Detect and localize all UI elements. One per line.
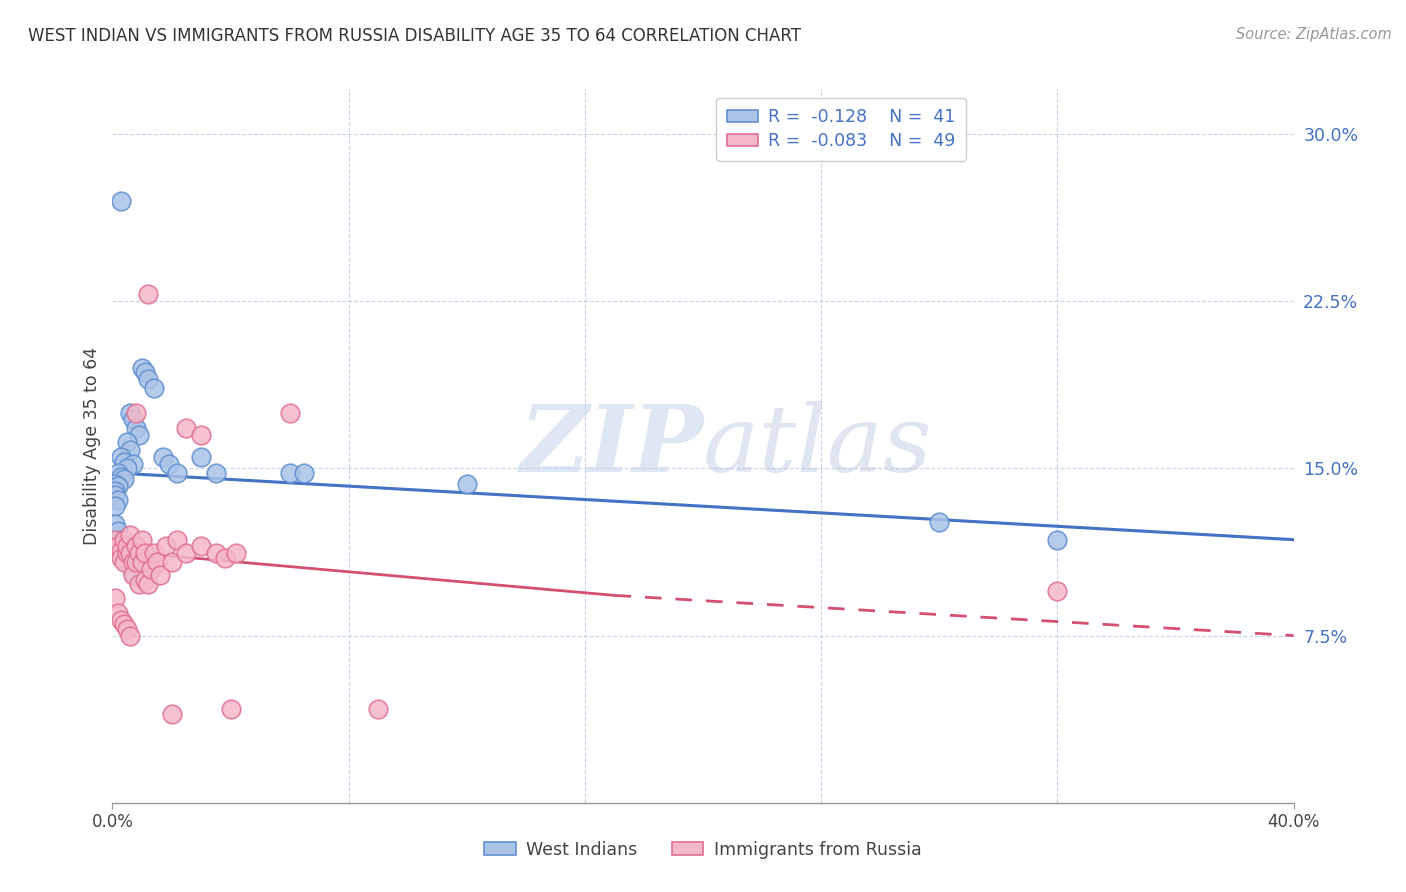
Point — [166, 533, 188, 547]
Point — [117, 546, 138, 560]
Point — [104, 476, 127, 491]
Point — [134, 573, 156, 587]
Point — [160, 706, 183, 721]
Point — [225, 546, 247, 560]
Y-axis label: Disability Age 35 to 64: Disability Age 35 to 64 — [83, 347, 101, 545]
Point — [110, 450, 132, 465]
Point — [107, 524, 129, 538]
Point — [157, 457, 180, 471]
Point — [174, 421, 197, 435]
Point — [142, 381, 165, 395]
Point — [122, 457, 145, 471]
Point — [205, 466, 228, 480]
Point — [120, 528, 142, 542]
Point — [110, 194, 132, 208]
Point — [190, 539, 212, 553]
Point — [128, 546, 150, 560]
Point — [278, 405, 301, 420]
Point — [190, 450, 212, 465]
Point — [110, 470, 132, 484]
Point — [1046, 533, 1069, 547]
Point — [214, 550, 236, 565]
Point — [128, 427, 150, 442]
Point — [107, 492, 129, 507]
Point — [110, 550, 132, 565]
Point — [112, 533, 135, 547]
Point — [112, 617, 135, 632]
Point — [131, 533, 153, 547]
Point — [205, 546, 228, 560]
Text: atlas: atlas — [703, 401, 932, 491]
Point — [131, 360, 153, 375]
Point — [122, 568, 145, 582]
Point — [128, 577, 150, 591]
Point — [104, 483, 127, 498]
Point — [120, 555, 142, 569]
Text: WEST INDIAN VS IMMIGRANTS FROM RUSSIA DISABILITY AGE 35 TO 64 CORRELATION CHART: WEST INDIAN VS IMMIGRANTS FROM RUSSIA DI… — [28, 27, 801, 45]
Point — [112, 555, 135, 569]
Point — [134, 546, 156, 560]
Point — [107, 466, 129, 480]
Point — [120, 546, 142, 560]
Point — [456, 476, 478, 491]
Point — [107, 479, 129, 493]
Point — [136, 287, 159, 301]
Point — [117, 539, 138, 553]
Point — [120, 405, 142, 420]
Point — [166, 466, 188, 480]
Point — [142, 546, 165, 560]
Point — [104, 533, 127, 547]
Point — [117, 622, 138, 636]
Point — [1046, 583, 1069, 598]
Point — [125, 555, 148, 569]
Point — [104, 488, 127, 502]
Legend: West Indians, Immigrants from Russia: West Indians, Immigrants from Russia — [478, 834, 928, 865]
Point — [104, 591, 127, 605]
Point — [136, 577, 159, 591]
Point — [134, 366, 156, 380]
Point — [107, 607, 129, 621]
Point — [149, 568, 172, 582]
Point — [104, 517, 127, 532]
Point — [152, 450, 174, 465]
Point — [139, 562, 162, 576]
Point — [160, 555, 183, 569]
Point — [278, 466, 301, 480]
Text: ZIP: ZIP — [519, 401, 703, 491]
Point — [136, 372, 159, 386]
Point — [112, 473, 135, 487]
Point — [367, 702, 389, 716]
Point — [155, 539, 177, 553]
Point — [122, 555, 145, 569]
Point — [928, 515, 950, 529]
Point — [174, 546, 197, 560]
Point — [112, 539, 135, 553]
Point — [120, 628, 142, 642]
Point — [125, 405, 148, 420]
Point — [110, 613, 132, 627]
Point — [125, 539, 148, 553]
Point — [146, 555, 169, 569]
Text: Source: ZipAtlas.com: Source: ZipAtlas.com — [1236, 27, 1392, 42]
Point — [112, 455, 135, 469]
Point — [122, 412, 145, 426]
Point — [104, 500, 127, 514]
Point — [117, 546, 138, 560]
Point — [125, 421, 148, 435]
Point — [110, 533, 132, 547]
Point — [117, 434, 138, 449]
Point — [110, 543, 132, 558]
Point — [122, 566, 145, 581]
Point — [120, 443, 142, 458]
Point — [190, 427, 212, 442]
Point — [107, 539, 129, 553]
Point — [292, 466, 315, 480]
Point — [219, 702, 242, 716]
Point — [131, 555, 153, 569]
Point — [117, 461, 138, 475]
